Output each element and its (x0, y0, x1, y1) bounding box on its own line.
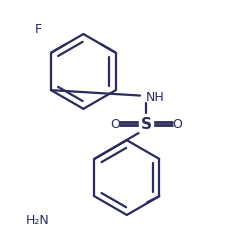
Text: S: S (141, 116, 152, 131)
Text: F: F (35, 23, 42, 36)
Text: O: O (173, 117, 183, 130)
Text: H₂N: H₂N (26, 214, 49, 226)
Text: O: O (110, 117, 120, 130)
Text: NH: NH (146, 91, 165, 104)
